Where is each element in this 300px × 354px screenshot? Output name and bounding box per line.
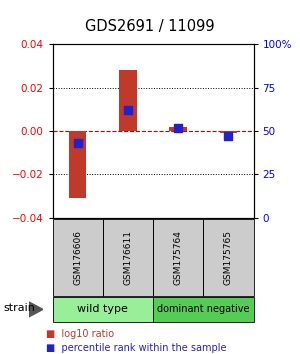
Text: wild type: wild type: [77, 304, 128, 314]
Text: GSM176611: GSM176611: [123, 230, 132, 285]
Point: [176, 125, 181, 130]
Text: GSM175764: GSM175764: [174, 230, 183, 285]
Text: ■  percentile rank within the sample: ■ percentile rank within the sample: [46, 343, 227, 353]
Point: [125, 107, 130, 113]
Bar: [119, 70, 137, 131]
Point: [226, 133, 231, 139]
Text: GSM176606: GSM176606: [73, 230, 82, 285]
Text: ■  log10 ratio: ■ log10 ratio: [46, 329, 115, 339]
Bar: [169, 127, 187, 131]
Polygon shape: [28, 302, 43, 317]
Text: strain: strain: [3, 303, 35, 313]
Bar: [69, 131, 86, 198]
Text: GSM175765: GSM175765: [224, 230, 233, 285]
Text: dominant negative: dominant negative: [157, 304, 250, 314]
Text: GDS2691 / 11099: GDS2691 / 11099: [85, 19, 215, 34]
Bar: [220, 131, 237, 133]
Point: [75, 140, 80, 146]
